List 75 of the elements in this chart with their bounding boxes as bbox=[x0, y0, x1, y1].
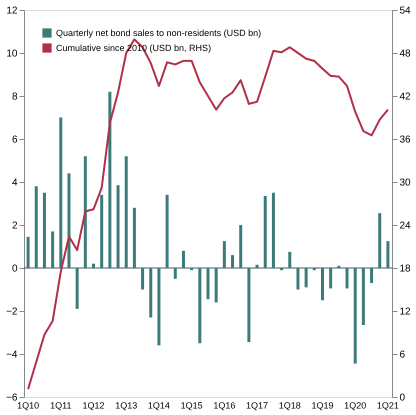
y2-tick-label: 42 bbox=[400, 92, 412, 102]
bar bbox=[76, 268, 79, 309]
y-tick-label: 12 bbox=[6, 6, 18, 16]
bar bbox=[157, 268, 160, 346]
x-tick-label: 1Q17 bbox=[246, 400, 268, 410]
bar bbox=[370, 268, 374, 284]
y2-tick-label: 6 bbox=[400, 350, 406, 360]
y-tick-label: 6 bbox=[12, 134, 18, 146]
bar bbox=[84, 156, 87, 268]
bar bbox=[34, 186, 38, 268]
bar bbox=[198, 268, 202, 344]
x-tick-label: 1Q13 bbox=[115, 400, 138, 410]
bar bbox=[222, 241, 226, 268]
y2-tick-label: 24 bbox=[400, 220, 412, 232]
bar bbox=[100, 194, 104, 268]
y-tick-label: 4 bbox=[12, 178, 18, 188]
bar bbox=[116, 185, 120, 268]
y2-tick-label: 48 bbox=[400, 48, 412, 60]
legend-label: Quarterly net bond sales to non-residents (USD bn) bbox=[56, 28, 262, 38]
y2-tick-label: 18 bbox=[400, 264, 412, 274]
line-series bbox=[27, 38, 389, 390]
bar bbox=[51, 231, 54, 268]
bar bbox=[174, 268, 177, 279]
bar bbox=[124, 156, 128, 268]
bar bbox=[42, 192, 46, 268]
y-tick-label: −4 bbox=[6, 350, 18, 360]
y-tick-label: 0 bbox=[12, 264, 18, 274]
x-tick-label: 1Q20 bbox=[344, 400, 366, 410]
bar bbox=[296, 268, 300, 290]
x-tick-label: 1Q11 bbox=[50, 400, 72, 410]
x-tick-label: 1Q21 bbox=[376, 400, 399, 410]
x-tick-label: 1Q12 bbox=[82, 400, 105, 410]
bar bbox=[214, 268, 218, 302]
y-tick-label: 8 bbox=[12, 92, 18, 102]
y-tick-label: 2 bbox=[12, 220, 18, 232]
bar bbox=[108, 92, 112, 268]
y2-tick-label: 30 bbox=[400, 178, 412, 188]
bar bbox=[346, 268, 349, 288]
bar bbox=[59, 118, 62, 268]
bar bbox=[247, 268, 250, 342]
bar bbox=[264, 196, 267, 268]
x-tick-label: 1Q16 bbox=[213, 400, 236, 410]
bar bbox=[288, 252, 292, 268]
x-tick-label: 1Q10 bbox=[17, 400, 40, 410]
bar bbox=[206, 268, 210, 300]
y2-tick-label: 0 bbox=[400, 392, 406, 404]
bar bbox=[354, 268, 357, 364]
x-tick-label: 1Q19 bbox=[311, 400, 334, 410]
x-tick-label: 1Q14 bbox=[148, 400, 170, 410]
bar bbox=[166, 194, 169, 268]
bar bbox=[141, 268, 144, 290]
y2-tick-label: 54 bbox=[400, 6, 412, 16]
x-tick-label: 1Q15 bbox=[180, 400, 203, 410]
bar bbox=[386, 241, 390, 268]
bar bbox=[182, 250, 185, 268]
y-tick-label: 10 bbox=[6, 48, 18, 60]
bar bbox=[362, 268, 365, 325]
y-tick-label: −2 bbox=[6, 306, 18, 318]
bar bbox=[378, 213, 382, 268]
bar bbox=[320, 268, 324, 300]
bar bbox=[239, 225, 242, 268]
x-tick-label: 1Q18 bbox=[278, 400, 301, 410]
bar bbox=[149, 268, 152, 318]
bar bbox=[67, 173, 70, 268]
bar bbox=[304, 268, 308, 288]
bar bbox=[329, 268, 332, 288]
y2-tick-label: 36 bbox=[400, 134, 412, 146]
y2-tick-label: 12 bbox=[400, 306, 412, 318]
bar bbox=[231, 255, 234, 268]
bar bbox=[92, 264, 96, 268]
bar bbox=[272, 192, 275, 268]
y-tick-label: −6 bbox=[6, 392, 18, 404]
bar bbox=[132, 208, 136, 268]
bar bbox=[256, 264, 259, 268]
bar bbox=[26, 236, 30, 268]
